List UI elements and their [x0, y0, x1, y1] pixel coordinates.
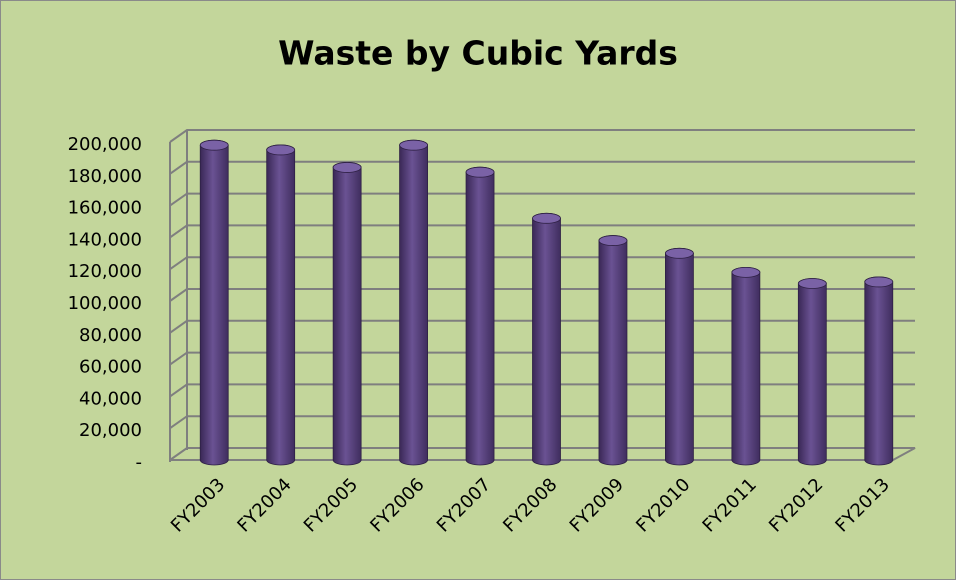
y-tick-label: 180,000	[68, 166, 142, 187]
y-tick-label: 40,000	[79, 388, 142, 409]
y-tick-label: 160,000	[68, 198, 142, 219]
grid-line	[169, 160, 915, 175]
grid-line	[169, 129, 915, 143]
y-tick-label: 200,000	[68, 134, 142, 155]
bar-top	[332, 162, 362, 173]
y-tick-label: -	[136, 452, 143, 473]
chart-title: Waste by Cubic Yards	[278, 34, 678, 73]
bar	[797, 278, 827, 466]
y-tick-label: 60,000	[79, 357, 142, 378]
bar	[731, 267, 761, 466]
bar-top	[465, 166, 495, 178]
bar	[598, 235, 628, 466]
bar	[532, 212, 561, 466]
bar	[665, 247, 694, 466]
bar	[199, 139, 229, 466]
bar-top	[266, 144, 296, 156]
bar-top	[598, 235, 628, 246]
bar	[399, 139, 428, 466]
bar-top	[797, 278, 827, 289]
y-tick-label: 80,000	[79, 325, 142, 346]
bar-top	[731, 266, 761, 278]
bar-top	[532, 212, 561, 224]
bar	[332, 162, 362, 466]
y-tick-label: 20,000	[79, 420, 142, 441]
bar-top	[864, 276, 894, 288]
y-tick-label: 100,000	[68, 293, 142, 314]
bar-top	[399, 139, 428, 151]
y-tick-label: 140,000	[68, 229, 142, 250]
grid-line	[169, 224, 915, 239]
grid-line	[169, 192, 915, 207]
grid-line	[169, 447, 916, 461]
bar	[266, 144, 296, 466]
bar	[864, 276, 894, 466]
bar-top	[199, 139, 229, 151]
y-tick-label: 120,000	[68, 261, 142, 282]
bar	[465, 166, 495, 466]
bar-top	[665, 247, 694, 259]
